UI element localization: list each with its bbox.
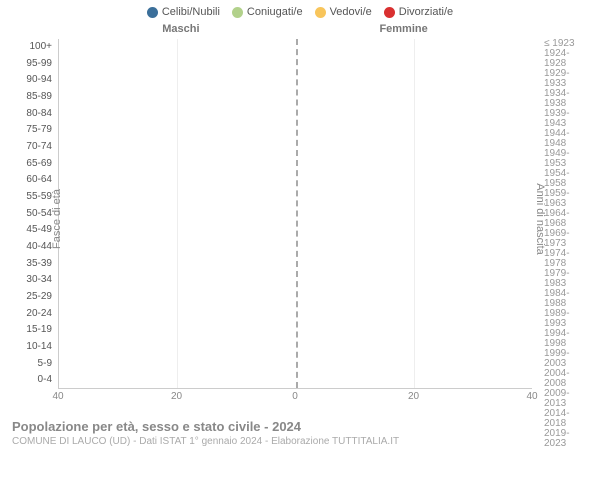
pyramid-row (59, 338, 532, 355)
birth-label: 1984-1988 (540, 289, 588, 309)
pyramid-row (59, 39, 532, 56)
pyramid-row (59, 155, 532, 172)
age-label: 50-54 (8, 205, 56, 222)
age-label: 20-24 (8, 305, 56, 322)
plot-area: Fasce di età Anni di nascita (58, 39, 532, 389)
legend: Celibi/Nubili Coniugati/e Vedovi/e Divorzia… (0, 0, 600, 23)
age-axis-labels: 100+95-9990-9485-8980-8475-7970-7465-696… (8, 39, 56, 389)
age-label: 30-34 (8, 272, 56, 289)
age-label: 5-9 (8, 355, 56, 372)
birth-label: ≤ 1923 (540, 39, 588, 49)
birth-label: 1994-1998 (540, 329, 588, 349)
age-label: 25-29 (8, 289, 56, 306)
x-tick-label: 40 (526, 391, 537, 402)
legend-label: Vedovi/e (330, 6, 372, 18)
pyramid-row (59, 72, 532, 89)
pyramid-row (59, 205, 532, 222)
pyramid-row (59, 188, 532, 205)
pyramid-row (59, 221, 532, 238)
legend-item: Divorziati/e (384, 6, 453, 18)
pyramid-row (59, 238, 532, 255)
legend-item: Celibi/Nubili (147, 6, 220, 18)
birth-label: 2014-2018 (540, 409, 588, 429)
legend-item: Vedovi/e (315, 6, 372, 18)
birth-label: 2019-2023 (540, 429, 588, 449)
legend-label: Celibi/Nubili (162, 6, 220, 18)
pyramid-row (59, 371, 532, 388)
age-label: 60-64 (8, 172, 56, 189)
age-label: 40-44 (8, 239, 56, 256)
pyramid-row (59, 122, 532, 139)
age-label: 75-79 (8, 122, 56, 139)
chart-subtitle: COMUNE DI LAUCO (UD) - Dati ISTAT 1° gen… (12, 436, 588, 447)
pyramid-row (59, 88, 532, 105)
pyramid-row (59, 172, 532, 189)
age-label: 85-89 (8, 89, 56, 106)
birth-label: 1964-1968 (540, 209, 588, 229)
pyramid-row (59, 305, 532, 322)
birth-label: 1949-1953 (540, 149, 588, 169)
pyramid-row (59, 288, 532, 305)
bar-rows (59, 39, 532, 388)
chart-footer: Popolazione per età, sesso e stato civil… (0, 413, 600, 447)
age-label: 90-94 (8, 72, 56, 89)
birth-label: 2004-2008 (540, 369, 588, 389)
age-label: 45-49 (8, 222, 56, 239)
birth-label: 1999-2003 (540, 349, 588, 369)
legend-label: Coniugati/e (247, 6, 303, 18)
pyramid-row (59, 321, 532, 338)
birth-label: 1934-1938 (540, 89, 588, 109)
birth-label: 1944-1948 (540, 129, 588, 149)
legend-swatch (232, 7, 243, 18)
chart-title: Popolazione per età, sesso e stato civil… (12, 419, 588, 434)
x-axis-ticks: 402002040 (58, 391, 532, 407)
birth-label: 1939-1943 (540, 109, 588, 129)
age-label: 10-14 (8, 339, 56, 356)
pyramid-row (59, 105, 532, 122)
birth-label: 1979-1983 (540, 269, 588, 289)
birth-axis-labels: ≤ 19231924-19281929-19331934-19381939-19… (540, 39, 588, 389)
legend-swatch (315, 7, 326, 18)
birth-label: 1924-1928 (540, 49, 588, 69)
birth-label: 2009-2013 (540, 389, 588, 409)
age-label: 55-59 (8, 189, 56, 206)
axis-title-birth: Anni di nascita (534, 183, 546, 255)
age-label: 70-74 (8, 139, 56, 156)
birth-label: 1969-1973 (540, 229, 588, 249)
pyramid-row (59, 354, 532, 371)
header-female: Femmine (379, 23, 427, 35)
pyramid-row (59, 271, 532, 288)
gridline (414, 39, 415, 388)
age-label: 35-39 (8, 255, 56, 272)
age-label: 100+ (8, 39, 56, 56)
legend-swatch (384, 7, 395, 18)
age-label: 80-84 (8, 105, 56, 122)
legend-item: Coniugati/e (232, 6, 303, 18)
gridline (177, 39, 178, 388)
pyramid-row (59, 55, 532, 72)
x-tick-label: 20 (408, 391, 419, 402)
pyramid-row (59, 255, 532, 272)
x-tick-label: 0 (292, 391, 298, 402)
x-tick-label: 20 (171, 391, 182, 402)
legend-label: Divorziati/e (399, 6, 453, 18)
age-label: 0-4 (8, 372, 56, 389)
birth-label: 1929-1933 (540, 69, 588, 89)
legend-swatch (147, 7, 158, 18)
population-pyramid: Maschi Femmine 100+95-9990-9485-8980-847… (8, 23, 592, 413)
header-male: Maschi (162, 23, 199, 35)
birth-label: 1974-1978 (540, 249, 588, 269)
x-tick-label: 40 (52, 391, 63, 402)
birth-label: 1954-1958 (540, 169, 588, 189)
birth-label: 1989-1993 (540, 309, 588, 329)
age-label: 95-99 (8, 55, 56, 72)
pyramid-row (59, 138, 532, 155)
age-label: 65-69 (8, 155, 56, 172)
birth-label: 1959-1963 (540, 189, 588, 209)
age-label: 15-19 (8, 322, 56, 339)
